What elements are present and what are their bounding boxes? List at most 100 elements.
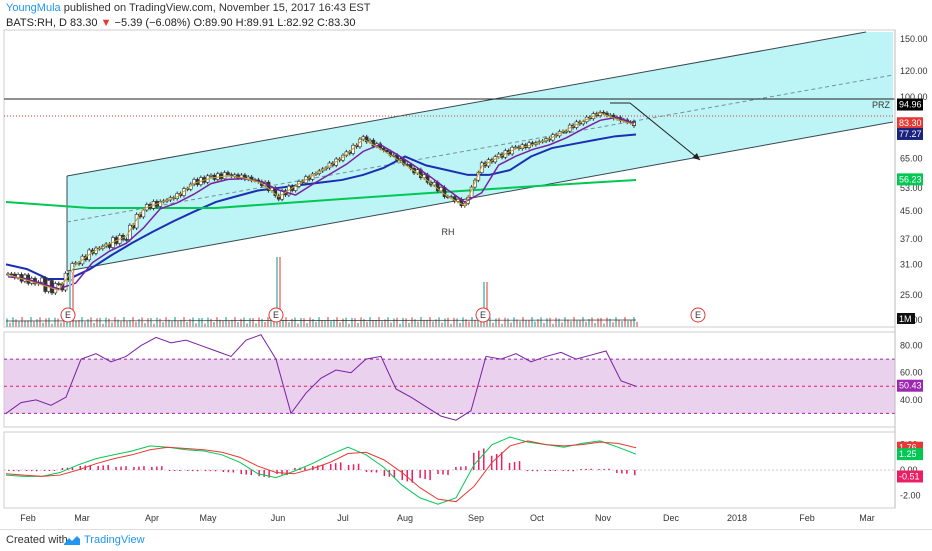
- volume-bar: [384, 319, 386, 327]
- volume-bar: [78, 320, 80, 327]
- footer: Created with TradingView: [0, 529, 932, 551]
- macd-hist-bar: [626, 470, 628, 474]
- macd-hist-bar: [30, 470, 33, 472]
- volume-bar: [102, 323, 104, 327]
- volume-bar: [243, 317, 245, 327]
- price-axis-label: 25.00: [900, 290, 923, 300]
- macd-hist-bar: [455, 466, 457, 470]
- volume-bar: [609, 318, 611, 327]
- volume-bar: [360, 317, 362, 327]
- volume-bar: [408, 322, 410, 327]
- time-axis-label: Oct: [530, 513, 545, 523]
- author-name[interactable]: YoungMula: [6, 2, 61, 14]
- ma-blue-line: [5, 133, 637, 280]
- volume-bar: [291, 318, 293, 327]
- macd-hist-bar: [616, 470, 618, 474]
- candle-body: [456, 198, 460, 202]
- rsi-tag: [897, 379, 923, 392]
- macd-axis-label: -2.00: [900, 490, 921, 500]
- volume-bar: [537, 319, 539, 327]
- macd-hist-bar: [531, 470, 534, 472]
- candle-body: [158, 201, 163, 207]
- volume-bar: [57, 318, 59, 327]
- volume-bar: [15, 319, 17, 327]
- candle-body: [192, 179, 196, 185]
- candle-body: [364, 136, 369, 143]
- macd-hist-bar: [419, 470, 421, 479]
- macd-hist-bar: [370, 470, 373, 473]
- volume-bar: [345, 317, 347, 327]
- time-axis-label: Jul: [337, 513, 349, 523]
- volume-bar: [351, 317, 353, 327]
- volume-bar: [498, 317, 500, 327]
- rsi-line: [5, 334, 637, 421]
- volume-bar: [336, 317, 338, 327]
- macd-hist-bar: [196, 470, 199, 472]
- volume-bar: [306, 323, 308, 327]
- macd-hist-bar: [178, 470, 181, 471]
- volume-bar: [231, 319, 233, 327]
- macd-hist-bar: [465, 466, 467, 470]
- volume-bar: [84, 321, 86, 327]
- channel-fill: [67, 32, 893, 271]
- volume-bar: [393, 318, 395, 327]
- volume-bar: [342, 318, 344, 327]
- macd-hist-bar: [151, 466, 153, 470]
- candle-body: [232, 174, 237, 177]
- volume-bar: [381, 321, 383, 327]
- macd-hist-bar: [258, 470, 260, 477]
- price-axis-label: 100.00: [900, 92, 928, 102]
- volume-bar: [621, 321, 623, 327]
- macd-hist-bar: [168, 470, 171, 471]
- volume-bar: [273, 320, 275, 327]
- volume-bar: [312, 318, 314, 327]
- volume-bars: [5, 257, 638, 327]
- rsi-pane[interactable]: [3, 331, 896, 428]
- macd-pane[interactable]: [3, 431, 896, 509]
- volume-bar: [327, 317, 329, 327]
- price-axis-label: 53.00: [900, 183, 923, 193]
- macd-hist-bar: [48, 470, 51, 471]
- macd-hist-bar: [156, 466, 158, 470]
- volume-bar: [522, 317, 524, 327]
- volume-bar: [24, 320, 26, 327]
- price-tag-label: 94.96: [899, 100, 922, 110]
- channel-upper-line: [66, 31, 867, 177]
- volume-bar: [138, 319, 140, 327]
- volume-bar: [507, 318, 509, 327]
- volume-bar: [6, 318, 8, 327]
- volume-bar: [462, 317, 464, 327]
- volume-bar: [114, 317, 116, 327]
- volume-bar: [489, 317, 491, 327]
- candle-body: [432, 182, 437, 186]
- candle-body: [236, 174, 240, 179]
- volume-bar: [324, 320, 326, 327]
- time-axis-label: Mar: [74, 513, 90, 523]
- macd-hist-bar: [590, 468, 592, 470]
- candle-body: [513, 146, 518, 149]
- volume-bar: [192, 317, 194, 327]
- time-axis-label: Dec: [663, 513, 680, 523]
- macd-tag: [897, 470, 923, 483]
- macd-hist-bar: [222, 470, 225, 473]
- volume-bar: [438, 317, 440, 327]
- volume-bar: [549, 317, 551, 327]
- volume-tag: [897, 313, 915, 324]
- volume-bar: [468, 321, 470, 327]
- candle-body: [608, 114, 613, 117]
- volume-bar: [399, 323, 401, 327]
- tradingview-brand[interactable]: TradingView: [84, 534, 145, 546]
- price-chart[interactable]: RH PRZ E E E E 150.00 120.00 100.00 80.00 65.00 53…: [0, 0, 932, 528]
- macd-hist-bar: [66, 467, 69, 470]
- volume-bar: [294, 317, 296, 327]
- time-axis-label: Jun: [271, 513, 286, 523]
- volume-bar: [93, 322, 95, 327]
- time-axis-label: Nov: [595, 513, 612, 523]
- macd-hist-bar: [25, 470, 28, 472]
- volume-bar: [159, 318, 161, 327]
- price-axis-label: 31.00: [900, 259, 923, 269]
- price-pane[interactable]: RH PRZ E E E E: [3, 29, 896, 328]
- volume-bar: [111, 322, 113, 327]
- volume-bar: [180, 319, 182, 327]
- macd-hist-bar: [495, 454, 498, 470]
